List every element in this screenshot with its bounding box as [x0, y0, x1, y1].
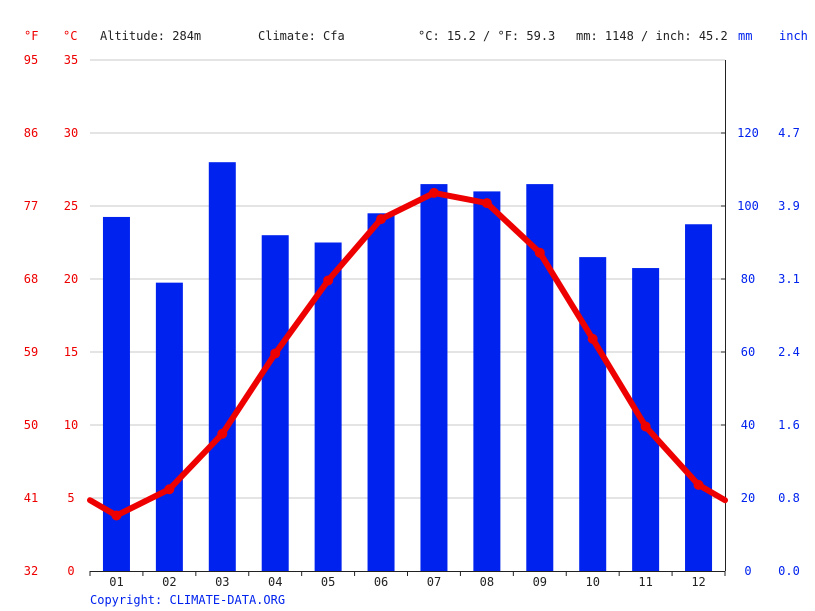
precipitation-bar	[685, 224, 713, 571]
temperature-point	[111, 510, 122, 521]
celsius-tick-label: 10	[64, 418, 78, 432]
inch-unit: inch	[779, 29, 808, 43]
precipitation-bar	[261, 235, 289, 571]
celsius-unit: °C	[63, 29, 77, 43]
inch-tick-label: 3.1	[778, 272, 800, 286]
temperature-line	[87, 187, 728, 521]
celsius-tick-label: 20	[64, 272, 78, 286]
temperature-point	[693, 479, 704, 490]
precipitation-bars	[102, 162, 713, 572]
climate-label: Climate: Cfa	[258, 29, 345, 43]
month-label: 03	[215, 575, 229, 589]
mm-unit: mm	[738, 29, 752, 43]
temperature-point	[587, 333, 598, 344]
celsius-tick-label: 25	[64, 199, 78, 213]
month-label: 01	[109, 575, 123, 589]
month-labels: 01 02 03 04 05 06 07 08 09 10 11 12	[109, 575, 706, 589]
fahrenheit-tick-label: 59	[24, 345, 38, 359]
fahrenheit-axis: 32 41 50 59 68 77 86 95	[24, 53, 38, 578]
copyright: Copyright: CLIMATE-DATA.ORG	[90, 593, 285, 607]
precipitation-bar	[367, 213, 395, 572]
inch-tick-label: 3.9	[778, 199, 800, 213]
month-label: 07	[427, 575, 441, 589]
month-label: 02	[162, 575, 176, 589]
axis-lines	[89, 60, 726, 576]
month-label: 12	[691, 575, 705, 589]
celsius-tick-label: 15	[64, 345, 78, 359]
temperature-point	[481, 198, 492, 209]
celsius-tick-label: 0	[67, 564, 74, 578]
temperature-point	[270, 348, 281, 359]
month-label: 06	[374, 575, 388, 589]
month-label: 08	[480, 575, 494, 589]
inch-tick-label: 4.7	[778, 126, 800, 140]
inch-tick-label: 0.8	[778, 491, 800, 505]
fahrenheit-tick-label: 32	[24, 564, 38, 578]
month-label: 11	[638, 575, 652, 589]
inch-tick-label: 1.6	[778, 418, 800, 432]
fahrenheit-tick-label: 68	[24, 272, 38, 286]
mm-tick-label: 100	[737, 199, 759, 213]
celsius-axis: 0 5 10 15 20 25 30 35	[64, 53, 78, 578]
fahrenheit-unit: °F	[24, 29, 38, 43]
precipitation-average: mm: 1148 / inch: 45.2	[576, 29, 728, 43]
celsius-tick-label: 5	[67, 491, 74, 505]
celsius-tick-label: 35	[64, 53, 78, 67]
mm-tick-label: 80	[741, 272, 755, 286]
temperature-point	[323, 275, 334, 286]
mm-tick-label: 120	[737, 126, 759, 140]
temperature-point	[376, 214, 387, 225]
precipitation-bar	[208, 162, 236, 571]
inch-tick-label: 2.4	[778, 345, 800, 359]
mm-tick-label: 0	[744, 564, 751, 578]
fahrenheit-tick-label: 77	[24, 199, 38, 213]
temperature-line-path	[87, 189, 728, 519]
temperature-point	[534, 247, 545, 258]
inch-axis: 0.0 0.8 1.6 2.4 3.1 3.9 4.7	[778, 126, 800, 578]
fahrenheit-tick-label: 41	[24, 491, 38, 505]
precipitation-bar	[632, 268, 660, 571]
precipitation-bar	[155, 282, 183, 571]
altitude-label: Altitude: 284m	[100, 29, 201, 43]
celsius-tick-label: 30	[64, 126, 78, 140]
month-label: 09	[533, 575, 547, 589]
fahrenheit-tick-label: 86	[24, 126, 38, 140]
month-label: 05	[321, 575, 335, 589]
mm-axis: 0 20 40 60 80 100 120	[721, 126, 759, 578]
fahrenheit-tick-label: 95	[24, 53, 38, 67]
temperature-point	[164, 484, 175, 495]
fahrenheit-tick-label: 50	[24, 418, 38, 432]
month-label: 10	[585, 575, 599, 589]
temperature-average: °C: 15.2 / °F: 59.3	[418, 29, 555, 43]
month-label: 04	[268, 575, 282, 589]
mm-tick-label: 60	[741, 345, 755, 359]
temperature-point	[640, 421, 651, 432]
precipitation-bar	[473, 191, 501, 571]
precipitation-bar	[579, 257, 607, 571]
mm-tick-label: 40	[741, 418, 755, 432]
mm-tick-label: 20	[741, 491, 755, 505]
temperature-point	[217, 428, 228, 439]
temperature-point	[428, 187, 439, 198]
inch-tick-label: 0.0	[778, 564, 800, 578]
gridlines	[90, 59, 725, 499]
precipitation-bar	[420, 184, 448, 571]
